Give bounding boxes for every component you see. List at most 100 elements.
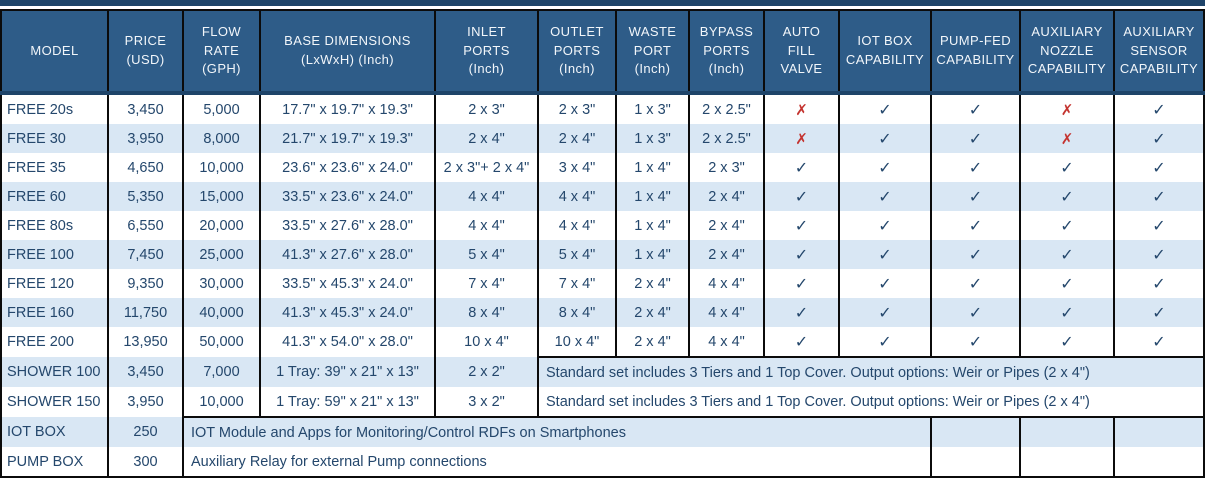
cell-flow: 8,000 <box>182 124 261 153</box>
cell-pump_fed: ✓ <box>930 327 1021 357</box>
cell-iot: ✓ <box>838 153 932 182</box>
cell-aux_nozzle-empty <box>1019 416 1115 447</box>
cell-auto_fill: ✗ <box>763 93 840 124</box>
cell-bypass: 2 x 4" <box>688 211 765 240</box>
col-header-flow: FLOW RATE (GPH) <box>182 9 261 95</box>
cell-dims: 17.7" x 19.7" x 19.3" <box>259 93 436 124</box>
check-icon: ✓ <box>794 333 809 351</box>
cell-price: 300 <box>107 447 184 476</box>
cell-pump_fed: ✓ <box>930 269 1021 298</box>
cell-flow: 25,000 <box>182 240 261 269</box>
cell-waste: 2 x 4" <box>615 298 690 327</box>
cell-aux_nozzle: ✓ <box>1019 240 1115 269</box>
table-row: FREE 30 3,950 8,000 21.7" x 19.7" x 19.3" 2 … <box>0 124 1205 153</box>
col-header-aux_nozzle: AUXILIARY NOZZLE CAPABILITY <box>1019 9 1115 95</box>
cell-aux_nozzle-empty <box>1019 447 1115 476</box>
check-icon: ✓ <box>968 333 983 351</box>
check-icon: ✓ <box>878 246 892 264</box>
cell-flow: 30,000 <box>182 269 261 298</box>
col-header-iot: IOT BOX CAPABILITY <box>838 9 932 95</box>
check-icon: ✓ <box>1152 304 1166 322</box>
cell-inlet: 5 x 4" <box>434 240 539 269</box>
cell-aux_sensor: ✓ <box>1113 211 1205 240</box>
table-body: FREE 20s 3,450 5,000 17.7" x 19.7" x 19.3" 2… <box>0 93 1205 476</box>
cell-price: 4,650 <box>107 153 184 182</box>
col-header-dims: BASE DIMENSIONS (LxWxH) (Inch) <box>259 9 436 95</box>
cell-inlet: 10 x 4" <box>434 327 539 357</box>
cell-dims: 41.3" x 27.6" x 28.0" <box>259 240 436 269</box>
cell-outlet: 2 x 3" <box>537 93 617 124</box>
check-icon: ✓ <box>878 304 892 322</box>
check-icon: ✓ <box>1060 304 1074 322</box>
cell-bypass: 4 x 4" <box>688 327 765 357</box>
cell-pump_fed: ✓ <box>930 153 1021 182</box>
cell-dims: 1 Tray: 39" x 21" x 13" <box>259 357 436 387</box>
cell-price: 250 <box>107 417 184 447</box>
cell-model: FREE 20s <box>0 93 109 124</box>
table-row: PUMP BOX 300 Auxiliary Relay for external … <box>0 447 1205 476</box>
check-icon: ✓ <box>1152 275 1166 293</box>
cell-outlet: 4 x 4" <box>537 211 617 240</box>
check-icon: ✓ <box>1152 159 1166 177</box>
cell-waste: 1 x 4" <box>615 211 690 240</box>
cell-flow: 7,000 <box>182 357 261 387</box>
cross-icon: ✗ <box>1060 130 1074 148</box>
check-icon: ✓ <box>878 188 892 206</box>
cell-inlet: 4 x 4" <box>434 182 539 211</box>
col-header-model: MODEL <box>0 9 109 95</box>
cell-pump_fed-empty <box>930 416 1021 447</box>
cell-waste: 2 x 4" <box>615 269 690 298</box>
cell-waste: 1 x 3" <box>615 124 690 153</box>
cell-inlet: 4 x 4" <box>434 211 539 240</box>
cell-model: FREE 30 <box>0 124 109 153</box>
table-row: IOT BOX 250 IOT Module and Apps for Monito… <box>0 416 1205 447</box>
table-header: MODEL PRICE (USD) FLOW RATE (GPH) BASE DIME… <box>0 9 1205 95</box>
cell-inlet: 3 x 2" <box>434 387 539 417</box>
cell-model: SHOWER 100 <box>0 357 109 387</box>
check-icon: ✓ <box>1060 275 1074 293</box>
check-icon: ✓ <box>878 101 892 119</box>
col-header-auto_fill: AUTO FILL VALVE <box>763 9 840 95</box>
cell-waste: 1 x 3" <box>615 93 690 124</box>
table-row: FREE 120 9,350 30,000 33.5" x 45.3" x 24.0"… <box>0 269 1205 298</box>
cell-flow: 5,000 <box>182 93 261 124</box>
check-icon: ✓ <box>1152 217 1166 235</box>
check-icon: ✓ <box>878 159 892 177</box>
cell-model: FREE 120 <box>0 269 109 298</box>
check-icon: ✓ <box>968 217 983 235</box>
cell-model: IOT BOX <box>0 417 109 447</box>
cell-aux_nozzle: ✓ <box>1019 327 1115 357</box>
cell-waste: 1 x 4" <box>615 182 690 211</box>
cell-price: 3,450 <box>107 93 184 124</box>
check-icon: ✓ <box>794 275 809 293</box>
cell-outlet: 8 x 4" <box>537 298 617 327</box>
cell-aux_nozzle: ✗ <box>1019 93 1115 124</box>
cell-iot: ✓ <box>838 211 932 240</box>
table-row: SHOWER 100 3,450 7,000 1 Tray: 39" x 21" x … <box>0 356 1205 387</box>
check-icon: ✓ <box>968 130 983 148</box>
check-icon: ✓ <box>1152 246 1166 264</box>
cell-outlet: 2 x 4" <box>537 124 617 153</box>
check-icon: ✓ <box>1152 188 1166 206</box>
cell-model: FREE 80s <box>0 211 109 240</box>
cell-aux_sensor: ✓ <box>1113 327 1205 357</box>
cell-model: FREE 200 <box>0 327 109 357</box>
cell-model: FREE 160 <box>0 298 109 327</box>
cell-flow: 10,000 <box>182 153 261 182</box>
check-icon: ✓ <box>794 159 809 177</box>
cell-pump_fed: ✓ <box>930 93 1021 124</box>
cell-waste: 1 x 4" <box>615 153 690 182</box>
cell-dims: 1 Tray: 59" x 21" x 13" <box>259 387 436 417</box>
cell-auto_fill: ✗ <box>763 124 840 153</box>
check-icon: ✓ <box>1152 333 1166 351</box>
cell-iot: ✓ <box>838 269 932 298</box>
cell-aux_sensor: ✓ <box>1113 182 1205 211</box>
cell-model: FREE 60 <box>0 182 109 211</box>
check-icon: ✓ <box>1060 246 1074 264</box>
cell-price: 3,950 <box>107 387 184 417</box>
cell-dims: 23.6" x 23.6" x 24.0" <box>259 153 436 182</box>
cell-iot: ✓ <box>838 327 932 357</box>
check-icon: ✓ <box>878 217 892 235</box>
table-row: FREE 35 4,650 10,000 23.6" x 23.6" x 24.0" 2… <box>0 153 1205 182</box>
